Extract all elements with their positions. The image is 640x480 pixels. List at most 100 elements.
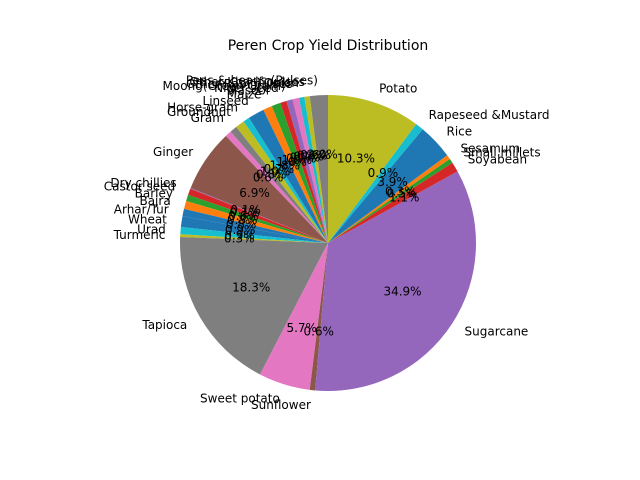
slice-percent-label: 0.6%	[303, 324, 334, 338]
slice-percent-label: 5.7%	[286, 321, 317, 335]
pie-slice	[260, 243, 328, 390]
slice-label: Groundnut	[167, 105, 231, 119]
pie-slice	[248, 109, 328, 243]
pie-slice	[180, 216, 328, 243]
slice-label: Castor seed	[104, 180, 175, 194]
slice-label: Wheat	[128, 212, 167, 226]
slice-percent-label: 34.9%	[383, 284, 421, 298]
slice-label: Sesamum	[461, 142, 521, 156]
slice-label: Moong(Green Gram)	[163, 79, 286, 93]
slice-percent-label: 1.8%	[270, 158, 301, 172]
pie-slice	[328, 124, 423, 243]
pie-slice	[328, 155, 450, 243]
pie-slice	[286, 99, 328, 243]
pie-slice	[280, 100, 328, 243]
slice-percent-label: 18.3%	[232, 281, 270, 295]
slice-label: Soyabean	[468, 152, 527, 166]
pie-slice	[179, 237, 328, 375]
slice-percent-label: 0.9%	[225, 223, 256, 237]
slice-percent-label: 0.6%	[253, 171, 284, 185]
slice-label: Gram	[191, 111, 224, 125]
pie-slice	[328, 129, 448, 243]
pie-slice	[236, 121, 328, 243]
slice-label: Urad	[137, 222, 166, 236]
slice-percent-label: 0.8%	[256, 168, 287, 182]
slice-percent-label: 1.0%	[282, 153, 313, 167]
slice-percent-label: 2.0%	[307, 147, 338, 161]
pie-slice	[315, 171, 477, 391]
pie-slice	[243, 117, 328, 243]
pie-slices	[179, 95, 477, 391]
pie-slice	[309, 95, 328, 243]
slice-label: Other Kharif pulses	[189, 75, 304, 89]
pie-slice	[188, 188, 328, 243]
pie-slice	[190, 187, 328, 243]
slice-percent-label: 3.9%	[377, 175, 408, 189]
slice-label: Onion	[264, 76, 299, 90]
pie-slice	[182, 208, 328, 243]
pie-slice	[292, 97, 328, 244]
slice-percent-label: 0.7%	[293, 149, 324, 163]
pie-slice	[304, 96, 328, 243]
slice-label: Maize	[227, 87, 262, 101]
pie-slice	[328, 158, 453, 243]
slice-label: Rapeseed &Mustard	[429, 108, 550, 122]
slice-label: Barley	[135, 186, 173, 200]
slice-percent-label: 0.3%	[385, 184, 416, 198]
slice-percent-label: 0.6%	[300, 148, 331, 162]
pie-slice	[230, 126, 328, 243]
slice-percent-label: 0.5%	[387, 187, 418, 201]
slice-percent-label: 6.9%	[239, 186, 270, 200]
pie-slice	[263, 106, 328, 243]
slice-percent-label: 0.7%	[286, 151, 317, 165]
slice-label: Tapioca	[141, 318, 187, 332]
pie-slice	[190, 135, 328, 243]
slice-label: Sunflower	[251, 398, 311, 412]
slice-percent-label: 10.3%	[337, 152, 375, 166]
slice-percent-label: 0.8%	[227, 213, 258, 227]
pie-slice	[180, 234, 328, 243]
slice-label: Bajra	[139, 194, 170, 208]
pie-slice	[225, 131, 328, 243]
slice-label: Sugarcane	[465, 325, 529, 339]
pie-slice	[186, 194, 328, 243]
slice-label: Masoor	[227, 84, 271, 98]
slice-percent-label: 1.0%	[276, 155, 307, 169]
slice-label: Rice	[447, 124, 473, 138]
slice-label: Small millets	[463, 146, 540, 160]
slice-percent-label: 0.6%	[297, 149, 328, 163]
slice-percent-label: 0.7%	[290, 150, 321, 164]
chart-title: Peren Crop Yield Distribution	[228, 38, 429, 54]
slice-label: Potato	[379, 81, 417, 95]
pie-slice	[328, 95, 417, 243]
slice-percent-label: 0.3%	[224, 232, 255, 246]
pie-slice	[180, 226, 328, 243]
slice-percent-label: 1.1%	[389, 190, 420, 204]
slice-percent-label: 0.9%	[368, 166, 399, 180]
slice-percent-label: 0.9%	[224, 229, 255, 243]
slice-label: Other Rabi pulses	[186, 77, 293, 91]
slice-percent-label: 0.7%	[264, 162, 295, 176]
slice-percent-label: 0.6%	[228, 209, 259, 223]
slice-label: Turmeric	[113, 228, 166, 242]
slice-percent-label: 1.0%	[260, 165, 291, 179]
pie-slice	[183, 200, 328, 243]
pie-slice	[309, 243, 328, 391]
slice-label: Peas & beans (Pulses)	[186, 74, 318, 88]
slice-label: Sweet potato	[200, 392, 280, 406]
slice-percent-label: 0.8%	[226, 218, 257, 232]
slice-label: Ginger	[153, 145, 193, 159]
pie-slice	[271, 102, 328, 243]
slice-labels: Peas & beans (Pulses)Other Kharif pulses…	[104, 74, 550, 412]
slice-label: Linseed	[203, 94, 249, 108]
slice-label: Dry chillies	[110, 176, 176, 190]
slice-percent-label: 0.1%	[229, 205, 260, 219]
pie-slice	[298, 96, 328, 243]
slice-percent-label: 0.1%	[230, 203, 261, 217]
slice-label: Niger seed	[214, 81, 279, 95]
slice-percent-labels: 2.0%0.6%0.6%0.7%0.7%0.7%1.0%1.0%1.8%0.7%…	[224, 147, 422, 338]
slice-label: Arhar/Tur	[114, 202, 169, 216]
slice-label: Horse-gram	[167, 100, 238, 114]
pie-slice	[328, 162, 458, 243]
